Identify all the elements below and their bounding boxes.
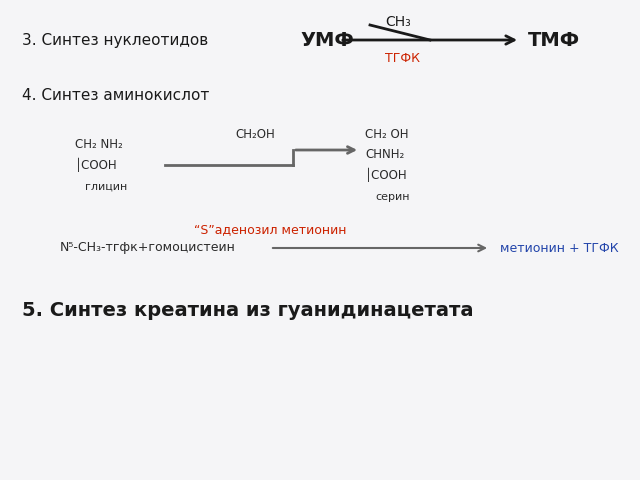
Text: N⁵-CH₃-тгфк+гомоцистеин: N⁵-CH₃-тгфк+гомоцистеин [60,241,236,254]
Text: 4. Синтез аминокислот: 4. Синтез аминокислот [22,87,209,103]
Text: 3. Синтез нуклеотидов: 3. Синтез нуклеотидов [22,33,208,48]
Text: 5. Синтез креатина из гуанидинацетата: 5. Синтез креатина из гуанидинацетата [22,300,474,320]
Text: │COOH: │COOH [365,168,408,182]
Text: ТМФ: ТМФ [528,31,580,49]
Text: CH₂OH: CH₂OH [235,129,275,142]
Text: УМФ: УМФ [300,31,354,49]
Text: глицин: глицин [85,182,127,192]
Text: “S”аденозил метионин: “S”аденозил метионин [194,224,346,237]
Text: CH₃: CH₃ [385,15,411,29]
Text: CHNH₂: CHNH₂ [365,148,404,161]
Text: метионин + ТГФК: метионин + ТГФК [500,241,619,254]
Text: CH₂ NH₂: CH₂ NH₂ [75,139,123,152]
Text: │COOH: │COOH [75,158,118,172]
Text: серин: серин [375,192,410,202]
Text: CH₂ OH: CH₂ OH [365,129,408,142]
Text: ТГФК: ТГФК [385,51,420,64]
